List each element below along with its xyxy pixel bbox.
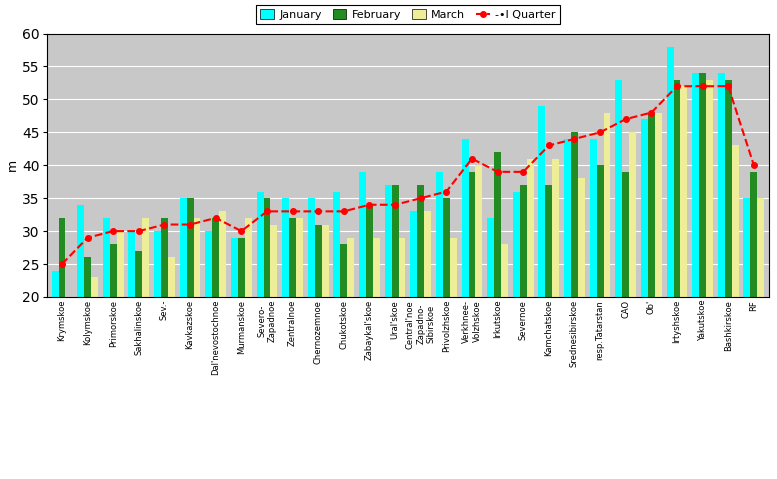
Bar <box>333 192 340 429</box>
Bar <box>552 159 559 429</box>
Bar <box>315 225 322 429</box>
Bar <box>462 139 469 429</box>
Bar <box>443 198 450 429</box>
Bar <box>179 198 186 429</box>
Bar <box>231 238 238 429</box>
Bar <box>410 211 417 429</box>
Bar <box>322 225 329 429</box>
Bar <box>758 198 765 429</box>
Bar <box>347 238 354 429</box>
Bar <box>604 113 611 429</box>
Bar <box>527 159 534 429</box>
Bar <box>256 192 263 429</box>
Bar <box>571 132 578 429</box>
Bar <box>270 225 277 429</box>
Bar <box>385 185 392 429</box>
Bar <box>308 198 315 429</box>
Bar <box>622 172 629 429</box>
Bar <box>77 205 84 429</box>
Bar <box>128 231 135 429</box>
Bar <box>494 152 501 429</box>
Bar <box>110 244 117 429</box>
Bar <box>751 172 758 429</box>
Bar <box>84 258 91 429</box>
Bar <box>417 185 424 429</box>
Bar <box>718 73 725 429</box>
Bar <box>212 218 219 429</box>
Bar <box>282 198 289 429</box>
Bar <box>476 165 483 429</box>
Bar <box>289 218 296 429</box>
Bar <box>263 198 270 429</box>
Bar <box>520 185 527 429</box>
Bar <box>296 218 303 429</box>
Bar <box>154 231 161 429</box>
Bar <box>135 251 142 429</box>
Bar <box>706 80 713 429</box>
Bar <box>117 231 124 429</box>
Bar <box>142 218 149 429</box>
Bar <box>219 211 226 429</box>
Bar <box>424 211 431 429</box>
Bar <box>450 238 457 429</box>
Bar <box>245 218 252 429</box>
Bar <box>238 238 245 429</box>
Bar <box>399 238 406 429</box>
Bar <box>692 73 699 429</box>
Bar <box>340 244 347 429</box>
Bar <box>469 172 476 429</box>
Bar <box>615 80 622 429</box>
Bar <box>186 198 193 429</box>
Bar <box>161 218 168 429</box>
Bar <box>65 310 72 429</box>
Bar <box>641 119 648 429</box>
Bar <box>359 172 366 429</box>
Bar <box>725 80 732 429</box>
Bar <box>597 165 604 429</box>
Bar <box>681 86 688 429</box>
Bar <box>193 218 200 429</box>
Bar <box>205 231 212 429</box>
Bar <box>58 218 65 429</box>
Bar <box>564 139 571 429</box>
Bar <box>436 172 443 429</box>
Y-axis label: m: m <box>6 159 19 171</box>
Bar <box>629 132 636 429</box>
Bar <box>538 106 545 429</box>
Bar <box>501 244 508 429</box>
Bar <box>590 139 597 429</box>
Bar <box>91 277 98 429</box>
Bar <box>545 185 552 429</box>
Bar <box>366 205 373 429</box>
Bar <box>655 113 662 429</box>
Bar <box>487 218 494 429</box>
Bar <box>168 258 175 429</box>
Bar <box>392 185 399 429</box>
Bar <box>578 178 585 429</box>
Bar <box>699 73 706 429</box>
Bar <box>674 80 681 429</box>
Bar <box>667 46 674 429</box>
Bar <box>744 198 751 429</box>
Bar <box>373 238 380 429</box>
Legend: January, February, March, -•I Quarter: January, February, March, -•I Quarter <box>256 5 560 24</box>
Bar <box>648 113 655 429</box>
Bar <box>51 271 58 429</box>
Bar <box>513 192 520 429</box>
Bar <box>103 218 110 429</box>
Bar <box>732 146 739 429</box>
